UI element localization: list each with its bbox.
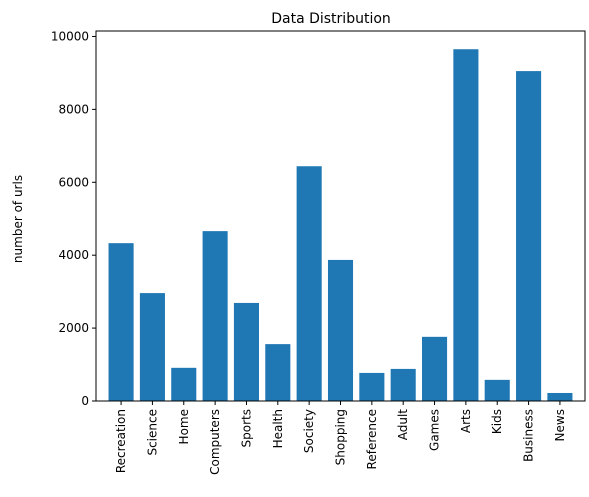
y-axis: 0 2000 4000 6000 8000 10000 (51, 29, 96, 408)
x-tick-label: Science (145, 409, 159, 456)
bar-kids (484, 379, 510, 401)
y-tick-label: 8000 (58, 102, 89, 116)
y-axis-label: number of urls (11, 175, 25, 263)
x-tick-label: News (553, 409, 567, 441)
bar-adult (390, 368, 416, 401)
bar-society (296, 166, 322, 401)
bar-reference (359, 372, 385, 401)
chart-title: Data Distribution (271, 11, 391, 27)
bar-home (171, 367, 197, 401)
bar-sports (233, 302, 259, 401)
bar-games (422, 336, 448, 401)
bar-science (139, 293, 165, 401)
bar-arts (453, 49, 479, 401)
x-tick-label: Shopping (334, 409, 348, 465)
plot-frame (95, 30, 586, 402)
y-tick-label: 0 (81, 394, 89, 408)
x-tick-label: Recreation (114, 409, 128, 473)
x-tick-label: Games (428, 409, 442, 451)
x-tick-label: Computers (208, 409, 222, 475)
x-tick-label: Health (271, 409, 285, 448)
x-tick-label: Sports (239, 409, 253, 447)
y-tick-label: 6000 (58, 175, 89, 189)
y-tick-label: 10000 (51, 29, 89, 43)
bar-business (516, 71, 542, 401)
bar-shopping (327, 259, 354, 401)
y-tick-label: 4000 (58, 248, 89, 262)
bar-recreation (108, 243, 134, 401)
x-tick-label: Reference (365, 409, 379, 469)
x-axis: Recreation Science Home Computers Sports Heal… (114, 401, 567, 475)
x-tick-label: Arts (459, 409, 473, 433)
bar-computers (202, 231, 228, 401)
y-tick-label: 2000 (58, 321, 89, 335)
x-tick-label: Kids (490, 409, 504, 434)
bars-group (108, 49, 573, 401)
x-tick-label: Business (522, 409, 536, 462)
x-tick-label: Home (177, 409, 191, 444)
x-tick-label: Adult (396, 409, 410, 441)
bar-news (547, 392, 573, 401)
x-tick-label: Society (302, 409, 316, 453)
bar-health (265, 344, 291, 401)
